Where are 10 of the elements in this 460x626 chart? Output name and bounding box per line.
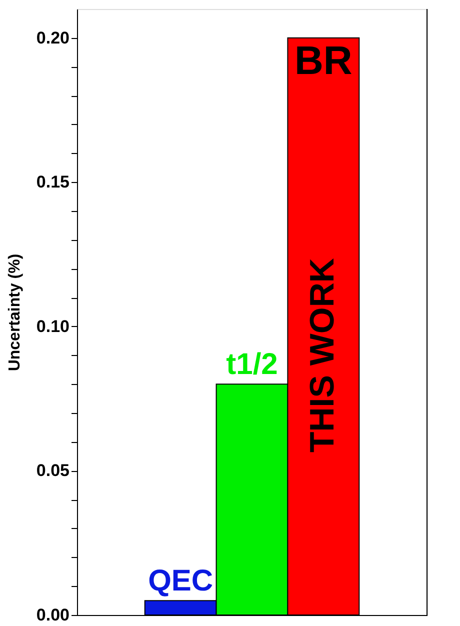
y-tick-label: 0.20 — [36, 28, 70, 48]
x-tick-label: BR — [294, 38, 352, 83]
y-tick-label: 0.15 — [36, 172, 70, 192]
y-axis-title: Uncertainty (%) — [6, 254, 24, 372]
x-tick-label: t1/2 — [226, 348, 278, 382]
annotation: THIS WORK — [303, 258, 342, 453]
x-tick-label: QEC — [148, 564, 214, 598]
y-tick-label: 0.00 — [36, 606, 70, 624]
y-tick-label: 0.10 — [36, 316, 70, 336]
y-tick-label: 0.05 — [36, 461, 70, 480]
